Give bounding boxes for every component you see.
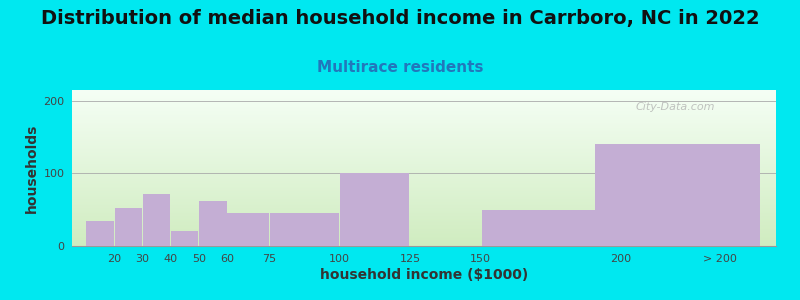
Bar bbox=[227, 213, 269, 246]
Text: Distribution of median household income in Carrboro, NC in 2022: Distribution of median household income … bbox=[41, 9, 759, 28]
Bar bbox=[270, 213, 339, 246]
Text: Multirace residents: Multirace residents bbox=[317, 60, 483, 75]
Bar bbox=[199, 201, 226, 246]
Bar bbox=[482, 210, 620, 246]
Bar bbox=[594, 144, 760, 246]
Bar bbox=[86, 220, 114, 246]
X-axis label: household income ($1000): household income ($1000) bbox=[320, 268, 528, 282]
Bar bbox=[340, 173, 410, 246]
Bar bbox=[171, 232, 198, 246]
Y-axis label: households: households bbox=[25, 123, 39, 213]
Bar bbox=[142, 194, 170, 246]
Text: City-Data.com: City-Data.com bbox=[635, 103, 714, 112]
Bar bbox=[114, 208, 142, 246]
